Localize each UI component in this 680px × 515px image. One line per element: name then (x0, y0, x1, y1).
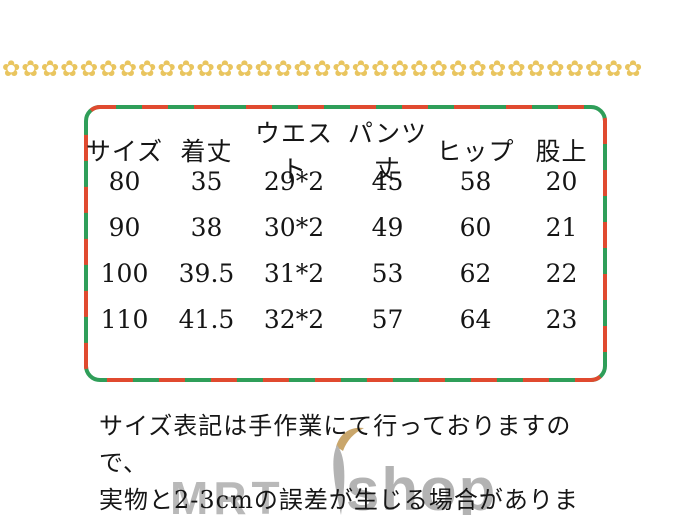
table-cell: 60 (459, 212, 492, 242)
table-cell: 100 (100, 258, 149, 288)
table-cell: 90 (108, 212, 141, 242)
column-header-length: 着丈 (180, 137, 233, 166)
note-line-2: 実物と2-3cmの誤差が生じる場合があります。 (99, 486, 579, 514)
table-cell: 53 (371, 258, 404, 288)
column-header-size: サイズ (85, 137, 164, 166)
table-cell: 58 (459, 166, 492, 196)
watermark-shop-text: shop (346, 456, 498, 515)
table-cell: 57 (371, 304, 404, 334)
table-cell: 110 (100, 304, 149, 334)
column-header-waist: ウエスト (254, 119, 333, 184)
table-header-row: サイズ 着丈 ウエスト パンツ丈 ヒップ 股上 (84, 114, 607, 184)
table-cell: 62 (459, 258, 492, 288)
table-cell: 21 (545, 212, 578, 242)
note-text: サイズ表記は手作業にて行っておりますので、 実物と2-3cmの誤差が生じる場合が… (99, 408, 599, 515)
column-header-rise: 股上 (535, 137, 588, 166)
column-header-pants: パンツ丈 (347, 119, 428, 184)
table-cell: 32*2 (263, 304, 325, 334)
note-line-1: サイズ表記は手作業にて行っておりますので、 (99, 412, 572, 477)
table-row: 110 41.5 32*2 57 64 23 (84, 296, 607, 342)
watermark-logo: MRT shop (170, 427, 550, 515)
table-cell: 39.5 (178, 258, 235, 288)
flower-border-decoration: ✿✿✿✿✿✿✿✿✿✿✿✿✿✿✿✿✿✿✿✿✿✿✿✿✿✿✿✿✿✿✿✿✿ (2, 57, 644, 82)
size-table-content: サイズ 着丈 ウエスト パンツ丈 ヒップ 股上 80 35 29*2 45 58… (84, 105, 607, 342)
watermark-swoosh-icon (333, 427, 364, 515)
table-cell: 64 (459, 304, 492, 334)
table-cell: 45 (371, 166, 404, 196)
table-row: 80 35 29*2 45 58 20 (84, 158, 607, 204)
table-cell: 20 (545, 166, 578, 196)
candy-cane-border (84, 105, 607, 382)
table-cell: 30*2 (263, 212, 325, 242)
table-cell: 22 (545, 258, 578, 288)
table-cell: 23 (545, 304, 578, 334)
table-cell: 49 (371, 212, 404, 242)
table-cell: 38 (190, 212, 223, 242)
watermark-mrt-text: MRT (170, 472, 285, 515)
table-cell: 41.5 (178, 304, 235, 334)
table-cell: 35 (190, 166, 223, 196)
table-cell: 31*2 (263, 258, 325, 288)
table-row: 100 39.5 31*2 53 62 22 (84, 250, 607, 296)
table-row: 90 38 30*2 49 60 21 (84, 204, 607, 250)
table-cell: 80 (108, 166, 141, 196)
table-cell: 29*2 (263, 166, 325, 196)
column-header-hip: ヒップ (436, 137, 515, 166)
size-table: サイズ 着丈 ウエスト パンツ丈 ヒップ 股上 80 35 29*2 45 58… (84, 105, 607, 382)
